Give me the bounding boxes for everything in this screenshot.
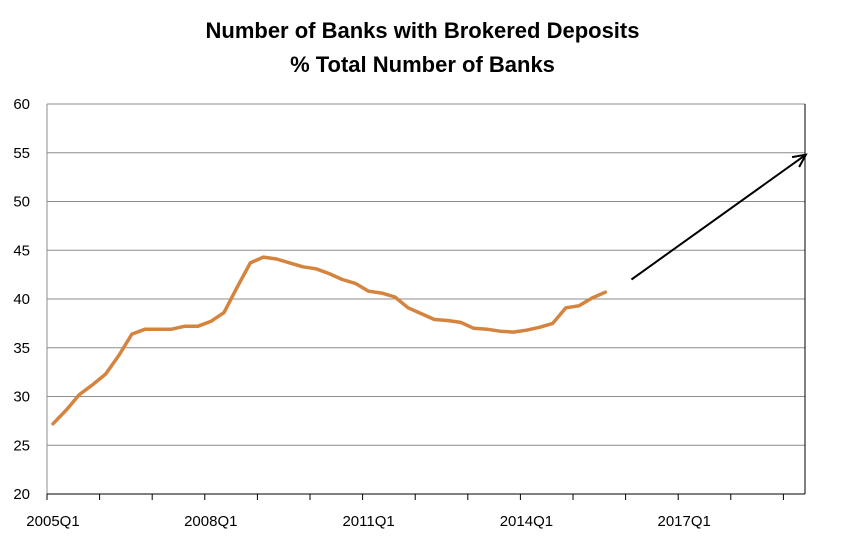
x-tick-label: 2011Q1 xyxy=(342,513,394,530)
x-tick-label: 2005Q1 xyxy=(26,513,79,530)
y-tick-label: 60 xyxy=(13,96,30,113)
chart-title: Number of Banks with Brokered Deposits %… xyxy=(0,14,845,82)
series-line xyxy=(51,255,608,426)
y-tick-label: 20 xyxy=(13,486,30,503)
chart-title-line1: Number of Banks with Brokered Deposits xyxy=(205,18,640,43)
trend-arrow-head xyxy=(791,153,808,168)
chart-title-line2: % Total Number of Banks xyxy=(290,52,555,77)
y-tick-label: 40 xyxy=(13,291,30,308)
x-tick-label: 2008Q1 xyxy=(184,513,237,530)
y-tick-label: 55 xyxy=(13,145,30,162)
y-tick-label: 35 xyxy=(13,340,30,357)
y-tick-label: 25 xyxy=(13,437,30,454)
y-tick-label: 50 xyxy=(13,194,30,211)
y-tick-label: 45 xyxy=(13,242,30,259)
x-tick-label: 2014Q1 xyxy=(500,513,553,530)
y-tick-label: 30 xyxy=(13,389,30,406)
x-tick-label: 2017Q1 xyxy=(658,513,711,530)
trend-arrow-shaft xyxy=(630,153,807,281)
